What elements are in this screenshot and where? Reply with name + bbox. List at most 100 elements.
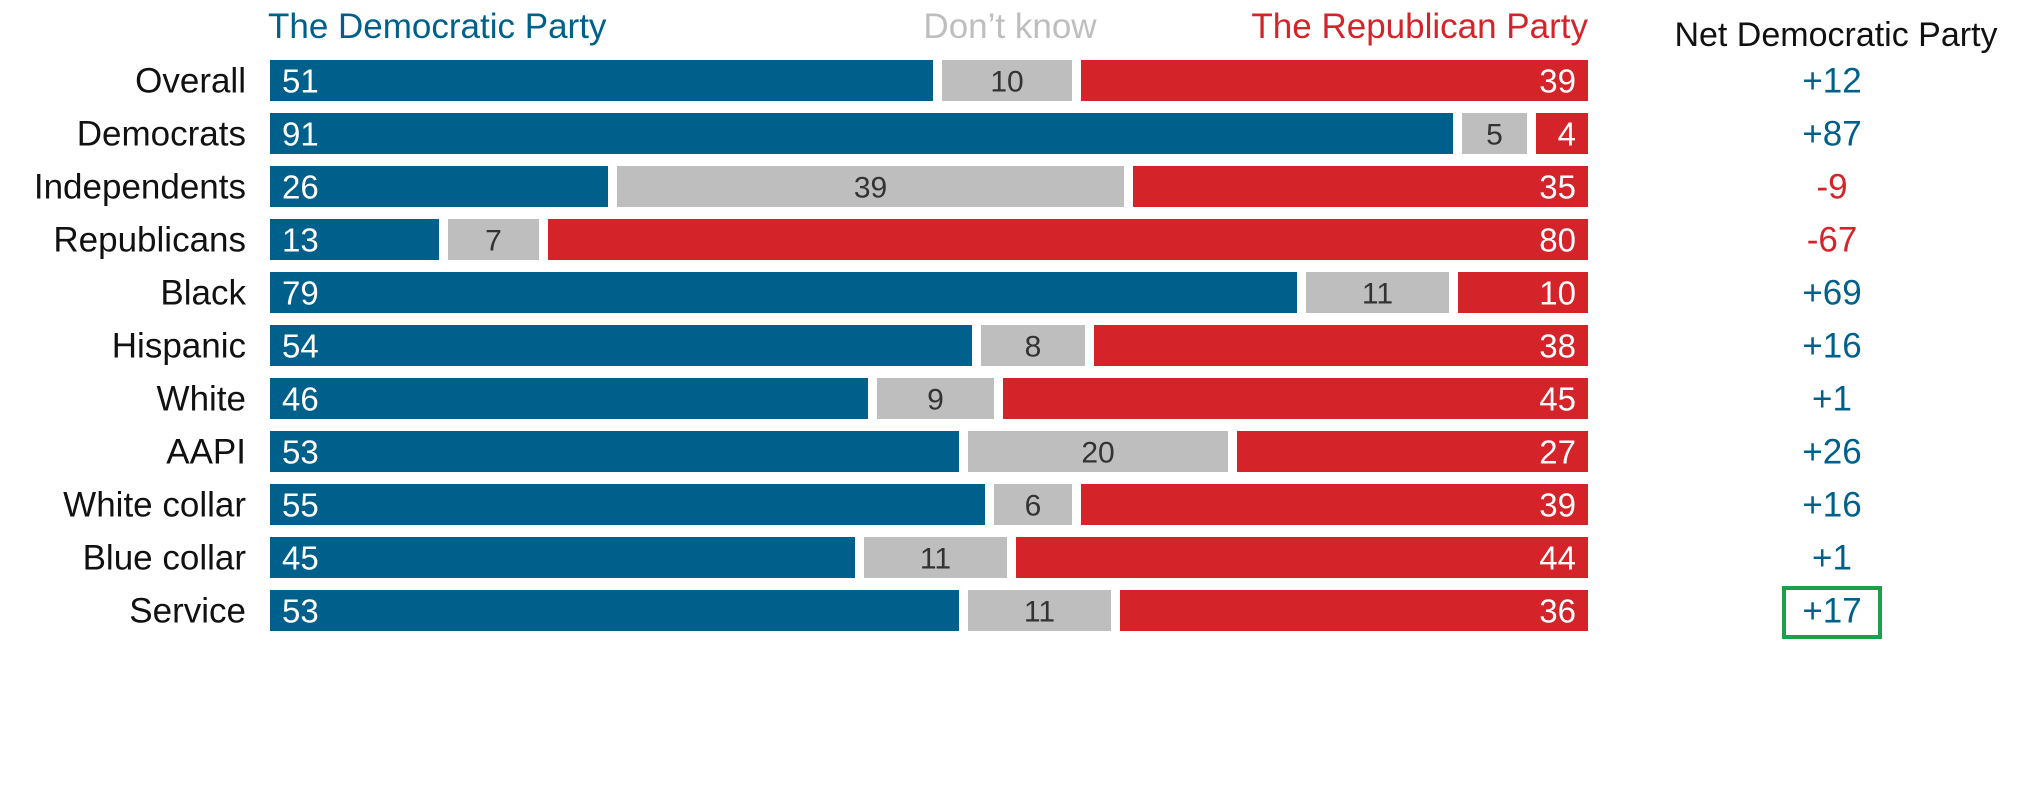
bar-republican-hispanic — [1094, 325, 1588, 366]
row-service: Service 53 11 36 +17 — [129, 586, 1882, 639]
value-democratic-aapi: 53 — [282, 434, 319, 471]
bar-republican-white — [1003, 378, 1588, 419]
net-value-independents: -9 — [1816, 168, 1847, 207]
bar-democratic-white-collar — [270, 484, 985, 525]
bar-democratic-white — [270, 378, 868, 419]
row-blue-collar: Blue collar 45 11 44 +1 — [83, 537, 1852, 578]
value-democratic-overall: 51 — [282, 63, 319, 100]
row-label-democrats: Democrats — [77, 115, 246, 154]
value-democratic-democrats: 91 — [282, 116, 319, 153]
bar-dont-know-aapi — [968, 431, 1228, 472]
value-republican-republicans: 80 — [1539, 222, 1576, 259]
value-democratic-black: 79 — [282, 275, 319, 312]
bar-democratic-hispanic — [270, 325, 972, 366]
bar-dont-know-blue-collar — [864, 537, 1007, 578]
legend-republican-party: The Republican Party — [1251, 7, 1588, 46]
row-aapi: AAPI 53 20 27 +26 — [166, 431, 1862, 472]
bar-republican-blue-collar — [1016, 537, 1588, 578]
value-republican-overall: 39 — [1539, 63, 1576, 100]
value-dont-know-aapi: 20 — [1081, 437, 1114, 470]
row-label-aapi: AAPI — [166, 433, 246, 472]
value-republican-hispanic: 38 — [1539, 328, 1576, 365]
value-republican-service: 36 — [1539, 593, 1576, 630]
bar-republican-republicans — [548, 219, 1588, 260]
bar-democratic-service — [270, 590, 959, 631]
row-white-collar: White collar 55 6 39 +16 — [63, 484, 1862, 525]
row-label-blue-collar: Blue collar — [83, 539, 247, 578]
bar-democratic-aapi — [270, 431, 959, 472]
bar-democratic-democrats — [270, 113, 1453, 154]
net-value-overall: +12 — [1802, 62, 1861, 101]
bar-dont-know-democrats — [1462, 113, 1527, 154]
value-republican-independents: 35 — [1539, 169, 1576, 206]
bar-dont-know-black — [1306, 272, 1449, 313]
row-independents: Independents 26 39 35 -9 — [34, 166, 1848, 207]
bar-democratic-independents — [270, 166, 608, 207]
value-democratic-blue-collar: 45 — [282, 540, 319, 577]
bar-republican-white-collar — [1081, 484, 1588, 525]
net-value-democrats: +87 — [1802, 115, 1861, 154]
value-democratic-independents: 26 — [282, 169, 319, 206]
bar-dont-know-hispanic — [981, 325, 1085, 366]
net-value-white-collar: +16 — [1802, 486, 1861, 525]
row-label-service: Service — [129, 592, 246, 631]
row-hispanic: Hispanic 54 8 38 +16 — [112, 325, 1862, 366]
value-republican-blue-collar: 44 — [1539, 540, 1576, 577]
value-republican-white-collar: 39 — [1539, 487, 1576, 524]
row-white: White 46 9 45 +1 — [157, 378, 1852, 419]
bar-republican-aapi — [1237, 431, 1588, 472]
value-democratic-white-collar: 55 — [282, 487, 319, 524]
bar-dont-know-white-collar — [994, 484, 1072, 525]
bar-republican-black — [1458, 272, 1588, 313]
row-overall: Overall 51 10 39 +12 — [135, 60, 1862, 101]
bar-republican-overall — [1081, 60, 1588, 101]
legend-democratic-party: The Democratic Party — [268, 7, 607, 46]
bar-dont-know-overall — [942, 60, 1072, 101]
net-value-aapi: +26 — [1802, 433, 1861, 472]
value-democratic-hispanic: 54 — [282, 328, 319, 365]
value-dont-know-service: 11 — [1024, 596, 1055, 629]
value-dont-know-republicans: 7 — [485, 225, 502, 258]
value-democratic-service: 53 — [282, 593, 319, 630]
value-democratic-white: 46 — [282, 381, 319, 418]
value-dont-know-black: 11 — [1362, 278, 1393, 311]
net-value-service: +17 — [1802, 592, 1861, 631]
bar-democratic-blue-collar — [270, 537, 855, 578]
row-label-independents: Independents — [34, 168, 246, 207]
value-republican-aapi: 27 — [1539, 434, 1576, 471]
value-dont-know-overall: 10 — [990, 66, 1023, 99]
bar-democratic-republicans — [270, 219, 439, 260]
value-republican-democrats: 4 — [1558, 116, 1576, 153]
bar-dont-know-white — [877, 378, 994, 419]
row-black: Black 79 11 10 +69 — [160, 272, 1862, 313]
value-dont-know-hispanic: 8 — [1025, 331, 1042, 364]
row-republicans: Republicans 13 7 80 -67 — [53, 219, 1857, 260]
value-democratic-republicans: 13 — [282, 222, 319, 259]
row-label-white: White — [157, 380, 246, 419]
row-label-hispanic: Hispanic — [112, 327, 246, 366]
net-value-republicans: -67 — [1807, 221, 1858, 260]
value-dont-know-blue-collar: 11 — [920, 543, 951, 576]
bar-dont-know-republicans — [448, 219, 539, 260]
row-democrats: Democrats 91 5 4 +87 — [77, 113, 1862, 154]
bar-republican-service — [1120, 590, 1588, 631]
row-label-white-collar: White collar — [63, 486, 246, 525]
net-value-hispanic: +16 — [1802, 327, 1861, 366]
legend-dont-know: Don’t know — [923, 7, 1097, 46]
bar-republican-democrats — [1536, 113, 1588, 154]
net-democratic-header: Net Democratic Party — [1674, 16, 1997, 54]
bar-democratic-overall — [270, 60, 933, 101]
bar-dont-know-service — [968, 590, 1111, 631]
value-republican-black: 10 — [1539, 275, 1576, 312]
value-dont-know-white: 9 — [927, 384, 944, 417]
legend: The Democratic Party Don’t know The Repu… — [268, 7, 1998, 54]
row-label-black: Black — [160, 274, 246, 313]
highlight-box-service — [1782, 586, 1882, 639]
row-label-overall: Overall — [135, 62, 246, 101]
value-dont-know-independents: 39 — [854, 172, 887, 205]
value-dont-know-democrats: 5 — [1486, 119, 1503, 152]
value-dont-know-white-collar: 6 — [1025, 490, 1042, 523]
net-value-blue-collar: +1 — [1812, 539, 1852, 578]
